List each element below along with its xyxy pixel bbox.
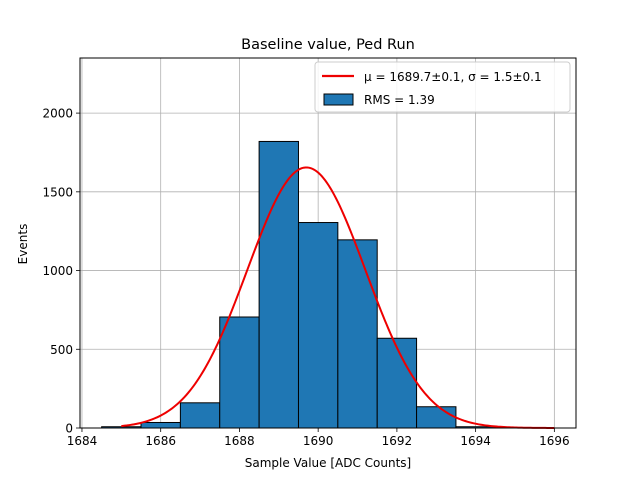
x-tick-label: 1686 (145, 434, 176, 448)
chart-title: Baseline value, Ped Run (241, 37, 415, 53)
legend-fit-label: μ = 1689.7±0.1, σ = 1.5±0.1 (364, 70, 542, 84)
x-tick-label: 1688 (224, 434, 255, 448)
histogram-bar (337, 239, 378, 429)
y-axis-label: Events (16, 224, 30, 265)
y-tick-label: 2000 (42, 107, 73, 121)
x-tick-label: 1684 (67, 434, 98, 448)
histogram-bar (416, 406, 457, 429)
y-axis-ticks: 0 500 1000 1500 2000 (42, 107, 80, 436)
legend-box (314, 61, 571, 113)
y-tick-label: 0 (65, 422, 73, 436)
histogram-bar (219, 316, 260, 429)
histogram-bar (140, 421, 181, 429)
y-tick-label: 1000 (42, 264, 73, 278)
gaussian-fit-curve (121, 166, 555, 429)
x-tick-label: 1694 (460, 434, 491, 448)
histogram-bars (101, 140, 496, 429)
legend-histogram-swatch-icon (323, 93, 354, 106)
y-tick-label: 1500 (42, 185, 73, 199)
legend: μ = 1689.7±0.1, σ = 1.5±0.1 RMS = 1.39 (314, 61, 571, 113)
y-tick-label: 500 (50, 343, 73, 357)
axes-frame (79, 57, 577, 429)
x-axis-label: Sample Value [ADC Counts] (245, 456, 411, 470)
histogram-bar (376, 337, 418, 429)
histogram-bar (179, 402, 221, 429)
x-tick-label: 1692 (382, 434, 413, 448)
histogram-bar (297, 222, 339, 429)
x-axis-ticks: 1684 1686 1688 1690 1692 1694 1696 (67, 428, 570, 448)
histogram-bar (258, 140, 299, 429)
legend-hist-label: RMS = 1.39 (364, 93, 435, 107)
x-tick-label: 1690 (303, 434, 334, 448)
x-tick-label: 1696 (539, 434, 570, 448)
